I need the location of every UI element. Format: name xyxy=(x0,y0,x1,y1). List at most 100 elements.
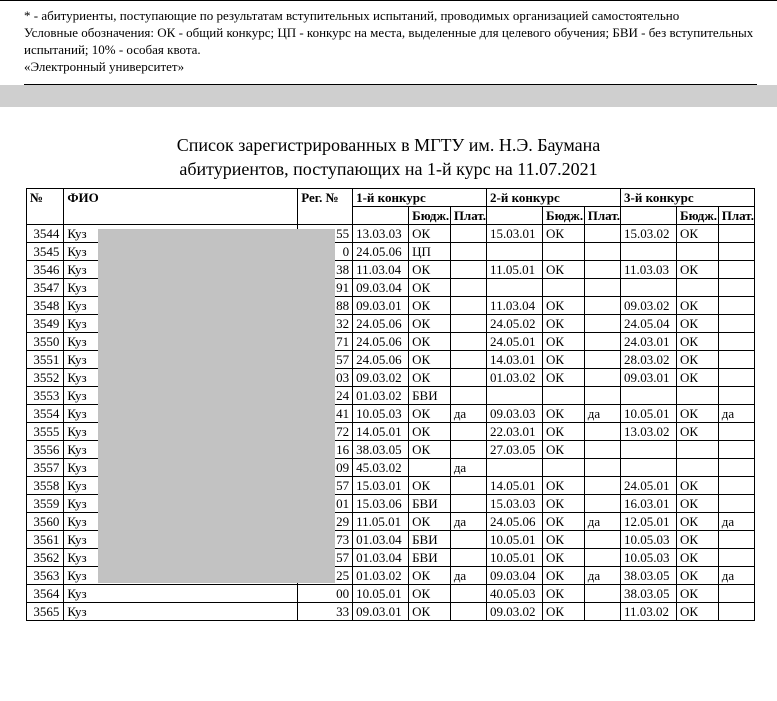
footnote-line-3: «Электронный университет» xyxy=(24,58,757,75)
cell-num: 3555 xyxy=(27,422,64,440)
cell-k1-code: 10.05.01 xyxy=(353,584,409,602)
cell-k3-code: 38.03.05 xyxy=(621,566,677,584)
cell-k1-plat xyxy=(450,332,486,350)
footnote-line-2: Условные обозначения: ОК - общий конкурс… xyxy=(24,24,757,58)
cell-k3-code: 09.03.01 xyxy=(621,368,677,386)
cell-reg: 24 xyxy=(298,386,353,404)
cell-fio: Куз xyxy=(64,602,298,620)
cell-reg: 57 xyxy=(298,350,353,368)
cell-k2-code: 40.05.03 xyxy=(487,584,543,602)
cell-reg: 73 xyxy=(298,530,353,548)
table-row: 3553Куз2401.03.02БВИ xyxy=(27,386,755,404)
cell-k1-status: ОК xyxy=(409,602,451,620)
cell-k3-plat: да xyxy=(718,404,754,422)
cell-k2-code: 15.03.01 xyxy=(487,224,543,242)
cell-k3-status: ОК xyxy=(677,296,719,314)
cell-k2-plat xyxy=(584,260,620,278)
cell-k3-plat xyxy=(718,458,754,476)
cell-k2-code: 14.05.01 xyxy=(487,476,543,494)
cell-k1-status: ОК xyxy=(409,224,451,242)
cell-reg: 41 xyxy=(298,404,353,422)
cell-k2-status xyxy=(543,278,585,296)
cell-k2-plat xyxy=(584,440,620,458)
cell-k3-plat xyxy=(718,368,754,386)
col-reg: Рег. № xyxy=(298,188,353,224)
cell-k2-plat xyxy=(584,548,620,566)
cell-k2-code: 10.05.01 xyxy=(487,530,543,548)
cell-k3-code: 09.03.02 xyxy=(621,296,677,314)
cell-fio: Куз xyxy=(64,386,298,404)
cell-num: 3556 xyxy=(27,440,64,458)
cell-num: 3558 xyxy=(27,476,64,494)
cell-k3-code: 24.03.01 xyxy=(621,332,677,350)
cell-k1-plat xyxy=(450,386,486,404)
cell-k2-status: ОК xyxy=(543,530,585,548)
cell-k2-plat: да xyxy=(584,404,620,422)
cell-k2-status: ОК xyxy=(543,494,585,512)
cell-k1-status: ОК xyxy=(409,260,451,278)
cell-k2-status: ОК xyxy=(543,602,585,620)
cell-k3-plat xyxy=(718,332,754,350)
cell-k3-status: ОК xyxy=(677,566,719,584)
cell-num: 3545 xyxy=(27,242,64,260)
cell-num: 3554 xyxy=(27,404,64,422)
cell-k3-code xyxy=(621,278,677,296)
cell-k1-plat: да xyxy=(450,512,486,530)
col-k1-code xyxy=(353,206,409,224)
cell-k3-status: ОК xyxy=(677,512,719,530)
table-row: 3548Куз8809.03.01ОК11.03.04ОК09.03.02ОК xyxy=(27,296,755,314)
cell-k1-plat: да xyxy=(450,458,486,476)
table-row: 3550Куз7124.05.06ОК24.05.01ОК24.03.01ОК xyxy=(27,332,755,350)
cell-k3-plat xyxy=(718,386,754,404)
cell-k2-code: 24.05.01 xyxy=(487,332,543,350)
cell-k1-plat xyxy=(450,296,486,314)
footnotes-block: * - абитуриенты, поступающие по результа… xyxy=(0,0,777,84)
cell-k2-plat xyxy=(584,332,620,350)
cell-reg: 25 xyxy=(298,566,353,584)
cell-k2-status: ОК xyxy=(543,296,585,314)
cell-fio: Куз xyxy=(64,296,298,314)
cell-k1-code: 13.03.03 xyxy=(353,224,409,242)
cell-k2-status xyxy=(543,458,585,476)
table-row: 3545Куз024.05.06ЦП xyxy=(27,242,755,260)
cell-k3-status: ОК xyxy=(677,476,719,494)
cell-k2-status: ОК xyxy=(543,260,585,278)
cell-fio: Куз xyxy=(64,224,298,242)
table-row: 3563Куз2501.03.02ОКда09.03.04ОКда38.03.0… xyxy=(27,566,755,584)
cell-k3-code: 11.03.03 xyxy=(621,260,677,278)
header-row-1: № ФИО Рег. № 1-й конкурс 2-й конкурс 3-й… xyxy=(27,188,755,206)
cell-k3-status: ОК xyxy=(677,224,719,242)
cell-k3-plat xyxy=(718,296,754,314)
cell-k1-plat xyxy=(450,494,486,512)
cell-reg: 09 xyxy=(298,458,353,476)
cell-k1-code: 15.03.01 xyxy=(353,476,409,494)
cell-k1-plat xyxy=(450,422,486,440)
cell-k2-code: 14.03.01 xyxy=(487,350,543,368)
cell-k3-plat: да xyxy=(718,566,754,584)
cell-k1-code: 24.05.06 xyxy=(353,350,409,368)
cell-k1-plat xyxy=(450,314,486,332)
cell-k1-status: ОК xyxy=(409,440,451,458)
cell-k3-status: ОК xyxy=(677,584,719,602)
cell-k1-code: 10.05.03 xyxy=(353,404,409,422)
cell-k2-plat xyxy=(584,458,620,476)
cell-k3-status: ОК xyxy=(677,404,719,422)
cell-k3-plat xyxy=(718,242,754,260)
cell-num: 3547 xyxy=(27,278,64,296)
cell-k3-code: 24.05.04 xyxy=(621,314,677,332)
cell-k3-code xyxy=(621,440,677,458)
cell-k3-code: 13.03.02 xyxy=(621,422,677,440)
cell-k2-status: ОК xyxy=(543,548,585,566)
cell-fio: Куз xyxy=(64,512,298,530)
cell-k1-plat xyxy=(450,224,486,242)
cell-k2-status: ОК xyxy=(543,224,585,242)
cell-reg: 29 xyxy=(298,512,353,530)
cell-num: 3552 xyxy=(27,368,64,386)
cell-k1-plat: да xyxy=(450,566,486,584)
cell-k3-status xyxy=(677,386,719,404)
cell-k1-plat xyxy=(450,350,486,368)
col-k3-budzh: Бюдж. xyxy=(677,206,719,224)
cell-k1-status: ОК xyxy=(409,350,451,368)
cell-k1-code: 15.03.06 xyxy=(353,494,409,512)
cell-num: 3557 xyxy=(27,458,64,476)
